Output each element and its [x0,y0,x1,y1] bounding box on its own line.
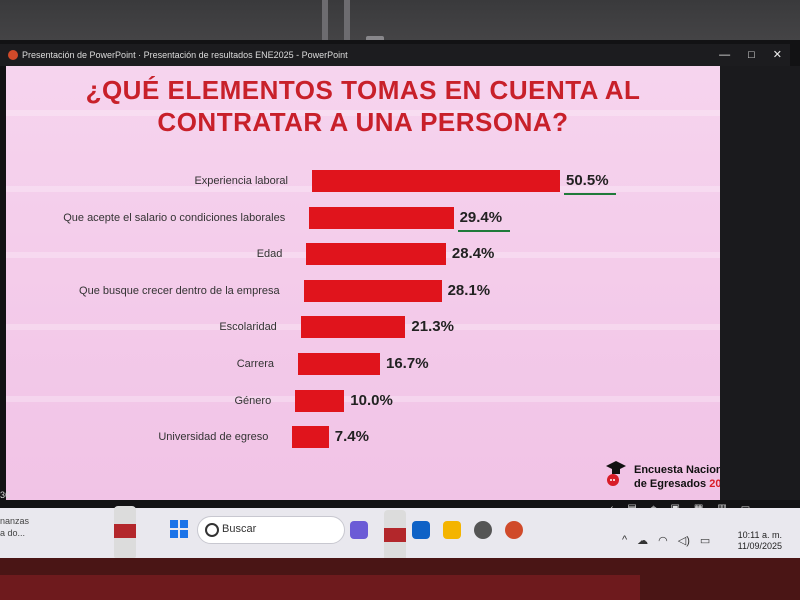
water-bottle [114,506,136,558]
ceiling-pipe [322,0,328,52]
bar-value-label: 29.4% [459,208,503,226]
minimize-button[interactable]: — [719,49,731,61]
slide-title-line2: CONTRATAR A UNA PERSONA? [157,107,569,137]
notification-line1: nanzas [0,516,30,526]
screen-margin [720,66,800,500]
search-icon [205,523,219,537]
slide-canvas: ¿QUÉ ELEMENTOS TOMAS EN CUENTA AL CONTRA… [6,66,720,500]
battery-icon[interactable]: ▭ [699,535,711,547]
bar [298,353,380,375]
bar-label: Universidad de egreso [158,431,269,444]
notification-line2: a do... [0,528,26,538]
clock-date: 11/09/2025 [737,541,782,551]
bar-label: Género [234,394,272,407]
taskbar-clock[interactable]: 10:11 a. m. 11/09/2025 [716,530,782,552]
notification-preview[interactable]: nanzas a do... [0,515,29,539]
ceiling-pipe [344,0,350,52]
bar-label: Que acepte el salario o condiciones labo… [63,211,286,224]
system-tray: ^ ☁ ◠ ◁) ▭ [622,534,710,547]
bar [292,426,329,449]
powerpoint-icon [8,50,18,60]
slide-number: 36 [0,490,11,500]
bar-label: Experiencia laboral [194,175,288,187]
bar [303,279,442,302]
bar-label: Edad [256,248,283,261]
bar-value-label: 28.1% [447,281,491,299]
cloud-icon[interactable]: ☁ [637,535,649,547]
window-titlebar: Presentación de PowerPoint · Presentació… [0,44,790,66]
teams-icon[interactable] [350,521,368,539]
search-placeholder: Buscar [222,523,257,535]
powerpoint-taskbar-icon[interactable] [505,521,523,539]
bar [300,316,406,339]
maximize-button[interactable]: □ [748,49,755,61]
bar [295,389,345,412]
bar-value-label: 21.3% [411,318,454,336]
slide-title-line1: ¿QUÉ ELEMENTOS TOMAS EN CUENTA AL [85,75,641,105]
bar-value-label: 7.4% [334,428,369,446]
bar-value-label: 16.7% [386,355,429,372]
graduation-cap-icon [606,461,626,486]
logo-line1: Encuesta Nacional [634,464,720,476]
logo-line2: de Egresados 2025 [634,478,720,490]
highlight-underline [564,193,616,195]
survey-logo: Encuesta Nacional de Egresados 2025 [604,458,720,498]
settings-icon[interactable] [474,521,492,539]
slide-title: ¿QUÉ ELEMENTOS TOMAS EN CUENTA AL CONTRA… [6,74,720,138]
bar [309,206,454,229]
wifi-icon[interactable]: ◠ [658,535,668,547]
highlight-underline [457,229,510,232]
bar [312,170,560,192]
bar-label: Carrera [236,358,274,370]
table-edge [0,575,640,600]
file-explorer-icon[interactable] [443,521,461,539]
window-title: Presentación de PowerPoint · Presentació… [22,50,348,60]
bar [306,243,446,266]
close-button[interactable]: ✕ [772,49,782,61]
bar-value-label: 50.5% [566,172,609,189]
volume-icon[interactable]: ◁) [677,535,690,547]
chevron-up-icon[interactable]: ^ [622,534,628,546]
clock-time: 10:11 a. m. [737,530,782,540]
outlook-icon[interactable] [412,521,430,539]
bar-value-label: 10.0% [350,391,393,409]
water-bottle [384,510,406,565]
bar-label: Que busque crecer dentro de la empresa [79,284,280,297]
bar-label: Escolaridad [219,321,277,334]
bar-value-label: 28.4% [451,245,495,263]
start-button[interactable] [170,520,188,538]
taskbar-search[interactable]: Buscar [197,516,345,544]
